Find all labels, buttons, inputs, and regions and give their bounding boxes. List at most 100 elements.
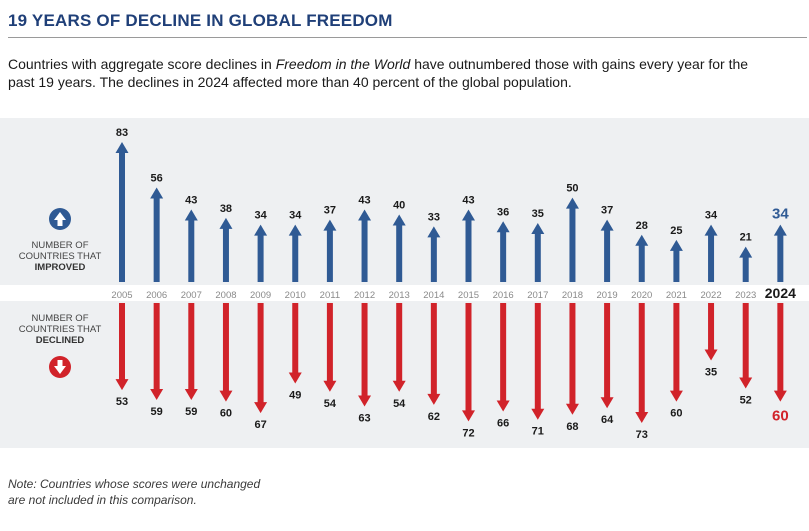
legend-improved: NUMBER OF COUNTRIES THAT IMPROVED	[5, 240, 115, 273]
arrow-down-circle-icon	[49, 356, 71, 378]
declined-value-2016: 66	[497, 417, 509, 429]
legend-declined-line1: NUMBER OF	[31, 313, 89, 324]
year-label-2014: 2014	[423, 290, 444, 301]
declined-arrow-2007	[184, 303, 198, 400]
note-line2: are not included in this comparison.	[8, 493, 197, 507]
year-label-2015: 2015	[458, 290, 479, 301]
declined-arrow-2019	[600, 303, 614, 409]
year-label-2018: 2018	[562, 290, 583, 301]
year-label-2010: 2010	[285, 290, 306, 301]
arrow-up-circle-icon	[49, 208, 71, 230]
declined-value-2023: 52	[740, 394, 752, 406]
declined-value-2021: 60	[670, 408, 682, 420]
improved-arrow-2019	[600, 219, 614, 282]
improved-arrow-2020	[635, 234, 649, 282]
chart-subtitle: Countries with aggregate score declines …	[8, 55, 768, 91]
improved-arrow-2011	[323, 219, 337, 282]
improved-arrow-2014	[427, 226, 441, 282]
declined-value-2007: 59	[185, 406, 197, 418]
improved-value-2017: 35	[532, 208, 544, 220]
declined-value-2006: 59	[151, 406, 163, 418]
year-label-2011: 2011	[320, 290, 340, 301]
improved-arrow-2018	[565, 197, 579, 282]
declined-arrow-2023	[739, 303, 753, 389]
declined-arrow-2011	[323, 303, 337, 392]
legend-improved-line3: IMPROVED	[34, 262, 86, 273]
declined-arrow-2020	[635, 303, 649, 423]
declined-value-2019: 64	[601, 414, 614, 426]
improved-value-2024: 34	[772, 206, 789, 223]
improved-arrow-2010	[288, 224, 302, 282]
declined-arrow-2006	[150, 303, 164, 400]
note-line1: Note: Countries whose scores were unchan…	[8, 477, 261, 491]
year-label-2006: 2006	[146, 290, 167, 301]
declined-arrow-2010	[288, 303, 302, 384]
improved-arrow-2023	[739, 246, 753, 282]
year-label-2022: 2022	[700, 290, 721, 301]
improved-arrow-2013	[392, 214, 406, 282]
declined-arrow-2021	[669, 303, 683, 402]
improved-value-2007: 43	[185, 194, 197, 206]
improved-value-2018: 50	[566, 183, 578, 195]
improved-value-2013: 40	[393, 200, 405, 212]
subtitle-publication: Freedom in the World	[275, 56, 411, 72]
declined-value-2012: 63	[358, 413, 370, 425]
improved-value-2006: 56	[151, 173, 163, 185]
improved-arrow-2021	[669, 239, 683, 282]
improved-value-2016: 36	[497, 206, 509, 218]
improved-arrow-2015	[462, 209, 475, 282]
subtitle-text-end: have outnumbered those with gains every …	[8, 56, 749, 90]
declined-arrow-2008	[219, 303, 233, 402]
declined-arrow-2022	[704, 303, 718, 361]
improved-arrow-2007	[184, 209, 198, 282]
year-label-2005: 2005	[111, 290, 132, 301]
legend-declined-line3: DECLINED	[35, 335, 85, 346]
year-label-2016: 2016	[493, 290, 514, 301]
improved-value-2021: 25	[670, 225, 682, 237]
improved-value-2010: 34	[289, 210, 302, 222]
chart-note: Note: Countries whose scores were unchan…	[8, 476, 308, 508]
improved-value-2022: 34	[705, 210, 718, 222]
improved-arrow-2022	[704, 224, 718, 282]
declined-arrow-2017	[531, 303, 545, 420]
declined-arrow-2018	[565, 303, 579, 415]
legend-improved-line2: COUNTRIES THAT	[18, 251, 102, 262]
improved-arrow-2005	[115, 142, 129, 282]
legend-declined-line2: COUNTRIES THAT	[18, 324, 102, 335]
declined-value-2020: 73	[636, 429, 648, 441]
declined-value-2024: 60	[772, 408, 789, 425]
declined-value-2014: 62	[428, 411, 440, 423]
improved-value-2023: 21	[740, 232, 752, 244]
year-label-2013: 2013	[389, 290, 410, 301]
declined-value-2010: 49	[289, 390, 301, 402]
improved-value-2012: 43	[358, 194, 370, 206]
declined-value-2009: 67	[254, 419, 266, 431]
legend-declined: NUMBER OF COUNTRIES THAT DECLINED	[5, 313, 115, 346]
improved-value-2014: 33	[428, 211, 440, 223]
declined-arrow-2016	[496, 303, 510, 412]
improved-value-2008: 38	[220, 203, 232, 215]
declined-arrow-2012	[358, 303, 372, 407]
improved-arrow-2008	[219, 217, 233, 282]
year-label-2019: 2019	[597, 290, 618, 301]
year-label-2009: 2009	[250, 290, 271, 301]
declined-value-2017: 71	[532, 426, 544, 438]
improved-value-2011: 37	[324, 205, 336, 217]
declined-arrow-2014	[427, 303, 441, 405]
year-label-2017: 2017	[527, 290, 548, 301]
improved-arrow-2009	[254, 224, 268, 282]
improved-value-2020: 28	[636, 220, 648, 232]
legend-improved-line1: NUMBER OF	[31, 240, 89, 251]
declined-arrow-2009	[254, 303, 268, 414]
improved-value-2019: 37	[601, 205, 613, 217]
declined-value-2018: 68	[566, 421, 578, 433]
year-label-2021: 2021	[666, 290, 687, 301]
year-label-2023: 2023	[735, 290, 756, 301]
improved-value-2015: 43	[462, 194, 474, 206]
declined-arrow-2013	[392, 303, 406, 392]
declined-arrow-2024	[773, 303, 787, 402]
year-label-2007: 2007	[181, 290, 202, 301]
declined-value-2005: 53	[116, 396, 128, 408]
chart-title: 19 YEARS OF DECLINE IN GLOBAL FREEDOM	[8, 11, 393, 30]
